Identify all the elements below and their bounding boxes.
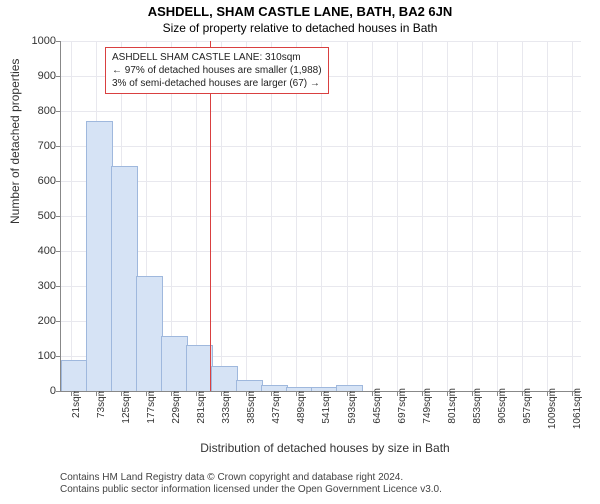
xtick-label: 125sqm: [121, 388, 132, 424]
gridline-v: [397, 41, 398, 391]
ytick-mark: [56, 146, 61, 147]
gridline-v: [372, 41, 373, 391]
x-axis-label: Distribution of detached houses by size …: [60, 441, 590, 455]
histogram-bar: [86, 121, 113, 392]
xtick-label: 697sqm: [397, 388, 408, 424]
xtick-label: 593sqm: [347, 388, 358, 424]
ytick-label: 300: [23, 280, 56, 292]
gridline-v: [522, 41, 523, 391]
histogram-bar: [111, 166, 138, 391]
gridline-v: [447, 41, 448, 391]
ytick-mark: [56, 76, 61, 77]
gridline-v: [422, 41, 423, 391]
histogram-bar: [336, 385, 363, 391]
xtick-label: 437sqm: [271, 388, 282, 424]
xtick-label: 229sqm: [171, 388, 182, 424]
xtick-label: 1009sqm: [547, 388, 558, 429]
ytick-mark: [56, 181, 61, 182]
credits: Contains HM Land Registry data © Crown c…: [60, 472, 600, 496]
ytick-mark: [56, 321, 61, 322]
ytick-label: 500: [23, 210, 56, 222]
histogram-bar: [311, 387, 338, 391]
gridline-v: [71, 41, 72, 391]
histogram-bar: [211, 366, 238, 392]
ytick-mark: [56, 356, 61, 357]
gridline-v: [547, 41, 548, 391]
xtick-label: 749sqm: [422, 388, 433, 424]
ytick-label: 400: [23, 245, 56, 257]
xtick-label: 21sqm: [71, 388, 82, 418]
ytick-label: 0: [23, 385, 56, 397]
xtick-label: 73sqm: [96, 388, 107, 418]
histogram-bar: [186, 345, 213, 392]
page-subtitle: Size of property relative to detached ho…: [0, 21, 600, 35]
xtick-label: 1061sqm: [572, 388, 583, 429]
credits-line-2: Contains public sector information licen…: [60, 484, 600, 496]
histogram-bar: [161, 336, 188, 391]
xtick-label: 385sqm: [246, 388, 257, 424]
page-title: ASHDELL, SHAM CASTLE LANE, BATH, BA2 6JN: [0, 4, 600, 19]
gridline-v: [472, 41, 473, 391]
xtick-label: 177sqm: [146, 388, 157, 424]
ytick-mark: [56, 251, 61, 252]
annotation-line-2: ← 97% of detached houses are smaller (1,…: [112, 64, 322, 77]
xtick-label: 853sqm: [472, 388, 483, 424]
ytick-label: 900: [23, 70, 56, 82]
ytick-label: 700: [23, 140, 56, 152]
xtick-label: 957sqm: [522, 388, 533, 424]
ytick-mark: [56, 391, 61, 392]
xtick-label: 333sqm: [221, 388, 232, 424]
xtick-label: 905sqm: [497, 388, 508, 424]
histogram-bar: [236, 380, 263, 392]
histogram-bar: [261, 385, 288, 391]
xtick-label: 801sqm: [447, 388, 458, 424]
xtick-label: 489sqm: [296, 388, 307, 424]
histogram-bar: [61, 360, 88, 391]
ytick-mark: [56, 216, 61, 217]
ytick-label: 800: [23, 105, 56, 117]
ytick-label: 100: [23, 350, 56, 362]
property-annotation: ASHDELL SHAM CASTLE LANE: 310sqm ← 97% o…: [105, 47, 329, 94]
ytick-mark: [56, 111, 61, 112]
gridline-v: [347, 41, 348, 391]
histogram-bar: [136, 276, 163, 391]
credits-line-1: Contains HM Land Registry data © Crown c…: [60, 472, 600, 484]
xtick-label: 281sqm: [196, 388, 207, 424]
gridline-v: [572, 41, 573, 391]
ytick-label: 200: [23, 315, 56, 327]
gridline-v: [497, 41, 498, 391]
chart-container: 0100200300400500600700800900100021sqm73s…: [60, 41, 590, 392]
ytick-label: 600: [23, 175, 56, 187]
y-axis-label: Number of detached properties: [8, 59, 22, 224]
xtick-label: 541sqm: [321, 388, 332, 424]
ytick-label: 1000: [23, 35, 56, 47]
histogram-bar: [286, 387, 313, 392]
xtick-label: 645sqm: [372, 388, 383, 424]
annotation-line-1: ASHDELL SHAM CASTLE LANE: 310sqm: [112, 51, 322, 64]
ytick-mark: [56, 286, 61, 287]
annotation-line-3: 3% of semi-detached houses are larger (6…: [112, 77, 322, 90]
ytick-mark: [56, 41, 61, 42]
plot-area: 0100200300400500600700800900100021sqm73s…: [60, 41, 581, 392]
